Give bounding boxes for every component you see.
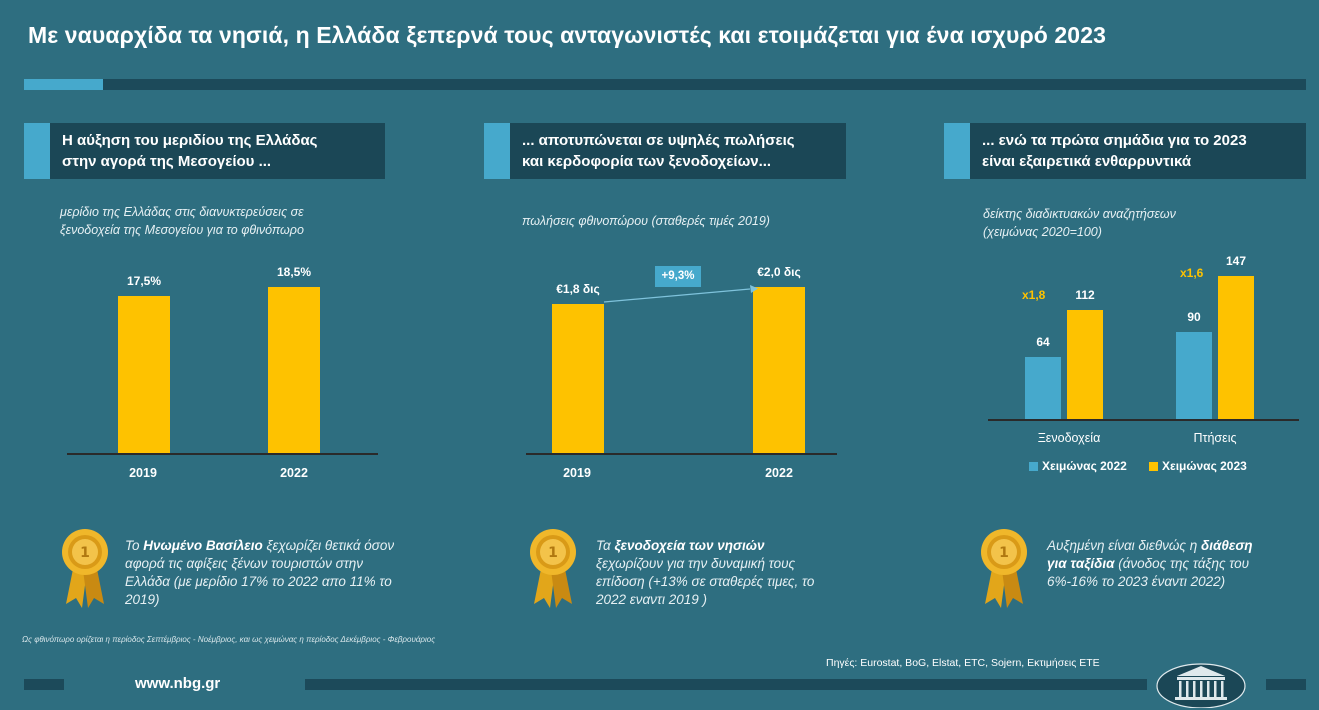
chart3-bar-flights-2022 [1176,331,1212,419]
legend-label-winter-2023: Χειμώνας 2023 [1162,459,1247,473]
panel2-note-post: ξεχωρίζουν για την δυναμική τους επίδοση… [596,556,815,607]
footer-bar-right [1266,679,1306,690]
panel3-note-pre: Αυξημένη είναι διεθνώς η [1047,538,1201,553]
panel2-subtitle: πωλήσεις φθινοπώρου (σταθερές τιμές 2019… [522,214,770,228]
chart3-axis [988,419,1299,421]
panel2-note: Τα ξενοδοχεία των νησιών ξεχωρίζουν για … [596,537,826,609]
footer-bar-left [24,679,64,690]
chart1-bar-2022 [268,286,320,453]
panel3-subtitle-line2: (χειμώνας 2020=100) [983,225,1102,239]
panel3-subtitle-line1: δείκτης διαδικτυακών αναζητήσεων [983,207,1176,221]
panel1-header-line2: στην αγορά της Μεσογείου ... [62,153,272,170]
legend-swatch-winter-2023 [1149,462,1158,471]
legend-label-winter-2022: Χειμώνας 2022 [1042,459,1127,473]
panel1-subtitle: μερίδιο της Ελλάδας στις διανυκτερεύσεις… [60,203,304,239]
chart3-bar-hotels-2022 [1025,356,1061,419]
chart3-value-flights-2023: 147 [1225,254,1247,269]
panel2-header-line1: ... αποτυπώνεται σε υψηλές πωλήσεις [522,132,795,149]
chart2-xlabel-2019: 2019 [563,466,591,480]
chart3-value-flights-2022: 90 [1187,309,1201,324]
chart1-value-2022: 18,5% [276,264,312,279]
panel3-note: Αυξημένη είναι διεθνώς η διάθεση για ταξ… [1047,537,1262,591]
panel2-header: ... αποτυπώνεται σε υψηλές πωλήσεις και … [510,123,846,179]
panel1-header-accent [24,123,50,179]
chart3-multiplier-flights: x1,6 [1180,266,1204,280]
chart2-xlabel-2022: 2022 [765,466,793,480]
panel3-header-accent [944,123,970,179]
panel2-header-line2: και κερδοφορία των ξενοδοχείων... [522,153,772,170]
panel2-note-bold: ξενοδοχεία των νησιών [614,538,765,553]
panel3-note-post: (άνοδος της τάξης του 6%-16% το 2023 ένα… [1047,556,1250,589]
chart2-bar-2022 [753,287,805,453]
panel1-note-bold: Ηνωμένο Βασίλειο [143,538,263,553]
panel1-note-pre: Το [125,538,144,553]
chart1-xlabel-2019: 2019 [129,466,157,480]
panel1-header-line1: Η αύξηση του μεριδίου της Ελλάδας [62,132,318,149]
panel3-header-line2: είναι εξαιρετικά ενθαρρυντικά [982,153,1192,170]
title-underline-accent [24,79,103,90]
panel1-header: Η αύξηση του μεριδίου της Ελλάδας στην α… [50,123,385,179]
panel3-header-line1: ... ενώ τα πρώτα σημάδια για το 2023 [982,132,1247,149]
medal-icon: 1 [981,529,1027,608]
website-link[interactable]: www.nbg.gr [135,675,221,692]
nbg-building-logo [1156,663,1246,708]
chart3-multiplier-hotels: x1,8 [1022,288,1046,302]
medal-icon: 1 [530,529,576,608]
chart2-bar-2019 [552,303,604,453]
chart2-axis [526,453,837,455]
chart2-value-2022: €2,0 δις [757,265,801,279]
panel1-subtitle-line2: ξενοδοχεία της Μεσογείου για το φθινόπωρ… [60,223,304,237]
sources: Πηγές: Eurostat, BoG, Elstat, ETC, Sojer… [826,657,1100,669]
page-title: Με ναυαρχίδα τα νησιά, η Ελλάδα ξεπερνά … [28,22,1106,48]
panel1-note: Το Ηνωμένο Βασίλειο ξεχωρίζει θετικά όσο… [125,537,395,609]
medal-icon: 1 [62,529,108,608]
footnote: Ως φθινόπωρο ορίζεται η περίοδος Σεπτέμβ… [22,635,436,644]
chart3-value-hotels-2023: 112 [1075,288,1095,303]
title-underline [24,79,1306,90]
panel3-note-bold: διάθεση για ταξίδια [1047,538,1253,571]
chart1-axis [67,453,378,455]
chart1-bar-2019 [118,295,170,453]
panel1-note-post: ξεχωρίζει θετικά όσον αφορά τις αφίξεις … [125,538,395,607]
panel3-header: ... ενώ τα πρώτα σημάδια για το 2023 είν… [970,123,1306,179]
growth-label: +9,3% [655,266,701,287]
chart2-value-2019: €1,8 δις [556,281,600,296]
panel2-note-pre: Τα [596,538,615,553]
chart3-bar-flights-2023 [1218,276,1254,419]
chart3-value-hotels-2022: 64 [1036,334,1050,349]
chart1-xlabel-2022: 2022 [280,466,308,480]
panel3-subtitle: δείκτης διαδικτυακών αναζητήσεων (χειμών… [983,205,1176,241]
svg-text:1: 1 [999,545,1009,561]
svg-text:1: 1 [548,545,558,561]
growth-arrow [603,285,758,303]
footer-bar-middle [305,679,1147,690]
chart3-bar-hotels-2023 [1067,310,1103,419]
chart3-xlabel-flights: Πτήσεις [1193,431,1237,445]
svg-text:1: 1 [80,545,90,561]
panel1-subtitle-line1: μερίδιο της Ελλάδας στις διανυκτερεύσεις… [60,205,304,219]
chart3-xlabel-hotels: Ξενοδοχεία [1037,431,1101,445]
panel2-header-accent [484,123,510,179]
chart1-value-2019: 17,5% [126,273,162,288]
legend-swatch-winter-2022 [1029,462,1038,471]
